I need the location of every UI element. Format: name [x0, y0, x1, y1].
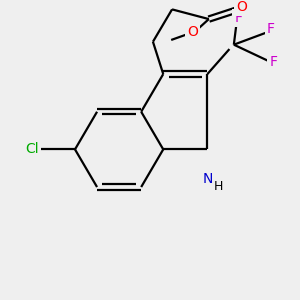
Text: O: O — [187, 25, 198, 39]
Text: O: O — [236, 0, 247, 14]
Text: F: F — [234, 11, 242, 25]
Text: Cl: Cl — [26, 142, 39, 156]
Text: F: F — [267, 22, 274, 36]
Text: F: F — [269, 55, 278, 69]
Text: N: N — [202, 172, 212, 186]
Text: H: H — [214, 180, 223, 193]
